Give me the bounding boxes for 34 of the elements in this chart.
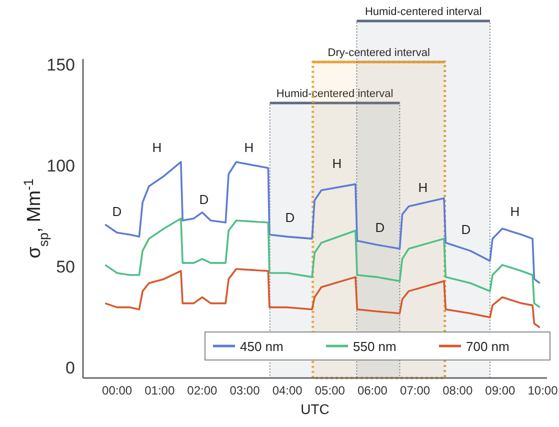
y-tick-label: 50 (56, 257, 75, 276)
band-label: Humid-centered interval (364, 6, 482, 18)
legend-label: 700 nm (466, 339, 510, 354)
x-tick-label: 05:00 (314, 384, 346, 398)
annotation: D (461, 222, 471, 237)
y-tick-label: 150 (46, 55, 75, 74)
x-tick-label: 10:00 (528, 384, 558, 398)
legend-label: 450 nm (240, 339, 284, 354)
y-tick-label: 100 (46, 156, 75, 176)
x-tick-label: 07:00 (400, 384, 430, 398)
band-label: Dry-centered interval (328, 47, 430, 59)
line-series (104, 161, 541, 284)
annotation: H (152, 140, 162, 155)
x-tick-label: 02:00 (187, 384, 218, 398)
line-series (104, 268, 541, 328)
annotation: D (199, 192, 209, 207)
band-label: Humid-centered interval (276, 88, 394, 100)
annotation: H (510, 204, 520, 219)
x-tick-label: 06:00 (357, 384, 388, 398)
annotation: D (375, 220, 385, 235)
x-tick-label: 08:00 (442, 384, 473, 398)
x-tick-label: 01:00 (144, 384, 175, 398)
annotation: H (418, 180, 428, 195)
y-tick-label: 0 (66, 358, 75, 378)
annotation: H (332, 156, 342, 171)
annotation: H (244, 140, 254, 155)
x-tick-label: 03:00 (230, 384, 260, 398)
legend-label: 550 nm (353, 339, 396, 354)
annotation: D (285, 210, 295, 225)
annotation: D (112, 204, 122, 219)
x-tick-label: 09:00 (485, 384, 516, 398)
x-tick-label: 00:00 (102, 384, 132, 398)
x-tick-label: 04:00 (272, 384, 303, 398)
x-axis-title: UTC (300, 401, 330, 417)
